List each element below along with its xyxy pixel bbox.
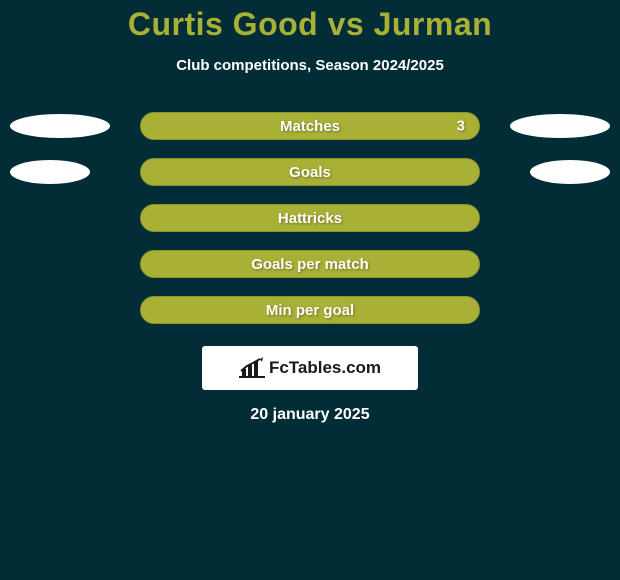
- stat-label: Goals: [289, 164, 331, 181]
- logo-text: FcTables.com: [269, 358, 381, 378]
- page-subtitle: Club competitions, Season 2024/2025: [0, 57, 620, 74]
- snapshot-date: 20 january 2025: [0, 406, 620, 424]
- stat-bar: Goals per match: [140, 250, 480, 278]
- fctables-logo: FcTables.com: [202, 346, 418, 390]
- stat-label: Hattricks: [278, 210, 342, 227]
- left-ellipse: [10, 114, 110, 138]
- stat-row-goals-per-match: Goals per match: [0, 250, 620, 278]
- page-title: Curtis Good vs Jurman: [0, 0, 620, 43]
- stat-row-min-per-goal: Min per goal: [0, 296, 620, 324]
- stat-label: Goals per match: [251, 256, 369, 273]
- comparison-infographic: Curtis Good vs Jurman Club competitions,…: [0, 0, 620, 580]
- stat-row-matches: Matches 3: [0, 112, 620, 140]
- stat-row-goals: Goals: [0, 158, 620, 186]
- left-ellipse: [10, 160, 90, 184]
- stat-rows: Matches 3 Goals Hattricks Goals p: [0, 112, 620, 324]
- stat-label: Matches: [280, 118, 340, 135]
- right-ellipse: [510, 114, 610, 138]
- stat-bar: Matches 3: [140, 112, 480, 140]
- stat-value: 3: [457, 118, 465, 135]
- stat-bar: Goals: [140, 158, 480, 186]
- stat-row-hattricks: Hattricks: [0, 204, 620, 232]
- stat-bar: Hattricks: [140, 204, 480, 232]
- right-ellipse: [530, 160, 610, 184]
- stat-bar: Min per goal: [140, 296, 480, 324]
- chart-icon: [239, 357, 265, 379]
- stat-label: Min per goal: [266, 302, 354, 319]
